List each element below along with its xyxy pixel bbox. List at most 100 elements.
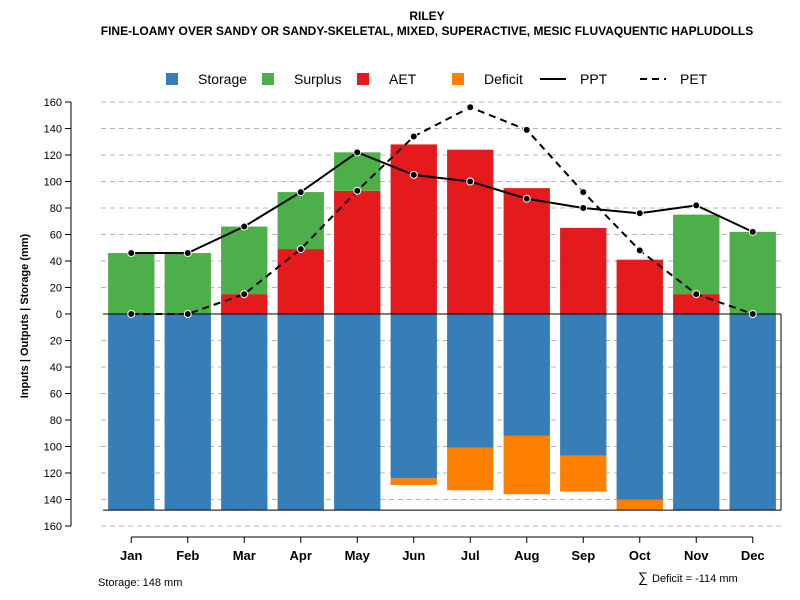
storage-bar-apr bbox=[277, 314, 324, 511]
y-tick-label: 100 bbox=[44, 442, 62, 454]
aet-bar-apr bbox=[277, 249, 324, 314]
aet-bar-may bbox=[334, 190, 381, 314]
ppt-point-sep bbox=[579, 204, 588, 212]
lines bbox=[127, 103, 757, 318]
storage-bar-feb bbox=[164, 314, 211, 511]
y-tick-label: 120 bbox=[44, 150, 62, 162]
y-tick-label: 40 bbox=[50, 256, 62, 268]
legend-label-storage: Storage bbox=[198, 71, 247, 87]
pet-point-feb bbox=[183, 310, 192, 318]
ppt-line bbox=[131, 151, 754, 255]
pet-point-jun bbox=[409, 132, 418, 141]
ppt-point-jan bbox=[127, 249, 136, 258]
y-tick-label: 140 bbox=[44, 495, 62, 507]
pet-point-aug bbox=[522, 125, 531, 134]
y-tick-label: 60 bbox=[50, 389, 62, 401]
storage-bar-sep bbox=[560, 314, 607, 456]
storage-footer: Storage: 148 mm bbox=[98, 577, 182, 589]
y-tick-label: 0 bbox=[56, 309, 62, 321]
x-tick-label-dec: Dec bbox=[741, 548, 765, 563]
surplus-bar-nov bbox=[673, 214, 720, 295]
pet-point-mar bbox=[240, 290, 249, 299]
surplus-bar-mar bbox=[221, 226, 268, 295]
legend-label-ppt: PPT bbox=[580, 71, 608, 87]
chart-subtitle: FINE-LOAMY OVER SANDY OR SANDY-SKELETAL,… bbox=[101, 24, 754, 38]
x-tick-label-jan: Jan bbox=[120, 548, 142, 563]
pet-point-sep bbox=[579, 188, 588, 197]
storage-bar-oct bbox=[616, 314, 663, 500]
x-tick-label-aug: Aug bbox=[514, 548, 539, 563]
aet-bar-mar bbox=[221, 294, 268, 314]
storage-bar-nov bbox=[673, 314, 720, 511]
pet-point-may bbox=[353, 186, 362, 195]
surplus-bar-apr bbox=[277, 192, 324, 250]
legend-label-deficit: Deficit bbox=[484, 71, 523, 87]
x-tick-label-jun: Jun bbox=[402, 548, 425, 563]
deficit-bar-oct bbox=[616, 499, 663, 511]
ppt-point-jun bbox=[409, 170, 418, 179]
storage-bar-may bbox=[334, 314, 381, 511]
storage-bar-jun bbox=[390, 314, 437, 479]
ppt-point-nov bbox=[692, 201, 701, 210]
x-tick-label-oct: Oct bbox=[629, 548, 651, 563]
y-tick-label: 140 bbox=[44, 124, 62, 136]
y-tick-label: 80 bbox=[50, 203, 62, 215]
legend-swatch-surplus bbox=[262, 73, 274, 85]
aet-bar-jun bbox=[390, 144, 437, 314]
x-tick-label-feb: Feb bbox=[176, 548, 199, 563]
bars bbox=[103, 144, 782, 511]
y-tick-label: 100 bbox=[44, 177, 62, 189]
pet-point-jul bbox=[466, 103, 475, 112]
pet-point-oct bbox=[635, 246, 644, 255]
aet-bar-sep bbox=[560, 227, 607, 314]
x-tick-label-may: May bbox=[345, 548, 371, 563]
legend-swatch-deficit bbox=[452, 73, 464, 85]
y-tick-label: 40 bbox=[50, 362, 62, 374]
pet-point-nov bbox=[692, 290, 701, 299]
x-tick-label-mar: Mar bbox=[233, 548, 256, 563]
legend-label-pet: PET bbox=[680, 71, 708, 87]
deficit-bar-aug bbox=[503, 435, 550, 495]
legend-swatch-storage bbox=[166, 73, 178, 85]
storage-bar-aug bbox=[503, 314, 550, 436]
storage-bar-dec bbox=[729, 314, 776, 511]
aet-bar-jul bbox=[447, 149, 494, 314]
legend-swatch-aet bbox=[357, 73, 369, 85]
aet-bar-oct bbox=[616, 259, 663, 314]
legend: Storage Surplus AET Deficit PPT PET bbox=[166, 71, 708, 87]
surplus-bar-feb bbox=[164, 253, 211, 314]
axes: 160 140 120 100 80 60 40 20 0 20 40 60 80 100 120 140 16… bbox=[44, 97, 765, 563]
y-axis-label: Inputs | Outputs | Storage (mm) bbox=[19, 233, 31, 398]
aet-bar-aug bbox=[503, 188, 550, 314]
y-tick-label: 60 bbox=[50, 230, 62, 242]
legend-label-surplus: Surplus bbox=[294, 71, 341, 87]
pet-point-dec bbox=[748, 310, 757, 318]
ppt-point-feb bbox=[183, 249, 192, 258]
pet-line bbox=[131, 106, 754, 315]
deficit-bar-sep bbox=[560, 455, 607, 492]
y-tick-label: 120 bbox=[44, 468, 62, 480]
x-tick-label-jul: Jul bbox=[461, 548, 480, 563]
deficit-bar-jun bbox=[390, 478, 437, 485]
y-tick-label: 160 bbox=[44, 97, 62, 109]
ppt-point-oct bbox=[635, 209, 644, 218]
y-tick-label: 20 bbox=[50, 283, 62, 295]
x-tick-label-nov: Nov bbox=[684, 548, 709, 563]
deficit-bar-jul bbox=[447, 447, 494, 491]
ppt-point-mar bbox=[240, 222, 249, 231]
pet-point-jan bbox=[127, 310, 136, 318]
storage-bar-mar bbox=[221, 314, 268, 511]
ppt-point-jul bbox=[466, 177, 475, 186]
storage-bar-jul bbox=[447, 314, 494, 448]
ppt-point-dec bbox=[748, 227, 757, 236]
chart-title: RILEY bbox=[409, 9, 444, 23]
sum-icon: ∑ bbox=[638, 569, 648, 585]
legend-label-aet: AET bbox=[389, 71, 417, 87]
pet-point-apr bbox=[296, 245, 305, 254]
y-tick-label: 80 bbox=[50, 415, 62, 427]
surplus-bar-dec bbox=[729, 231, 776, 314]
y-tick-label: 20 bbox=[50, 336, 62, 348]
storage-bar-jan bbox=[108, 314, 155, 511]
x-tick-label-apr: Apr bbox=[290, 548, 312, 563]
